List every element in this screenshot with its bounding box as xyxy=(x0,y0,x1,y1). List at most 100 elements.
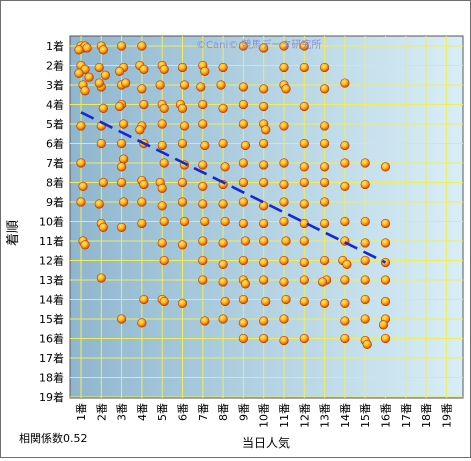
y-tick-label: 6着 xyxy=(46,137,64,151)
data-point xyxy=(317,277,328,287)
data-point xyxy=(299,177,309,188)
data-point xyxy=(137,84,147,94)
data-point xyxy=(238,99,248,110)
data-point xyxy=(279,121,289,131)
x-tick-label: 4番 xyxy=(136,403,149,421)
data-point xyxy=(360,238,370,248)
data-point xyxy=(116,162,127,172)
data-point xyxy=(238,218,248,229)
data-point xyxy=(177,62,188,73)
x-tick-label: 19番 xyxy=(440,403,453,428)
data-point xyxy=(380,218,391,229)
data-point xyxy=(299,101,309,112)
data-point xyxy=(157,119,167,129)
data-points xyxy=(74,41,391,349)
data-point xyxy=(119,154,129,164)
data-point xyxy=(216,80,226,90)
data-point xyxy=(157,201,167,211)
data-point xyxy=(159,296,169,307)
data-point xyxy=(177,177,188,188)
data-point xyxy=(299,333,309,344)
data-point xyxy=(114,101,125,112)
data-point xyxy=(240,279,251,289)
data-point xyxy=(198,255,208,266)
data-point xyxy=(281,84,291,94)
data-point xyxy=(261,125,271,135)
data-point xyxy=(259,275,269,285)
data-point xyxy=(238,333,248,344)
data-point xyxy=(380,333,391,344)
data-point xyxy=(380,162,391,172)
y-tick-label: 19着 xyxy=(39,390,64,404)
data-point xyxy=(159,103,169,113)
data-point xyxy=(200,140,210,151)
data-point xyxy=(198,99,208,110)
data-point xyxy=(218,238,228,248)
data-point xyxy=(84,72,94,82)
data-point xyxy=(362,339,372,349)
data-point xyxy=(119,119,129,129)
data-point xyxy=(76,197,86,207)
data-point xyxy=(360,216,370,227)
data-point xyxy=(177,138,188,149)
data-point xyxy=(177,197,188,207)
data-point xyxy=(279,158,289,168)
data-point xyxy=(259,201,269,211)
data-point xyxy=(259,218,269,229)
data-point xyxy=(261,296,271,307)
y-tick-label: 3着 xyxy=(46,78,64,92)
x-tick-label: 7番 xyxy=(197,403,210,421)
data-point xyxy=(119,197,129,207)
data-point xyxy=(137,41,147,51)
data-point xyxy=(259,43,269,53)
data-point xyxy=(340,140,350,151)
data-point xyxy=(238,119,248,129)
y-tick-label: 9着 xyxy=(46,195,64,209)
data-point xyxy=(137,218,147,229)
data-point xyxy=(360,179,370,190)
data-point xyxy=(139,179,149,190)
data-point xyxy=(218,199,228,209)
y-tick-label: 5着 xyxy=(46,117,64,131)
data-point xyxy=(76,158,86,168)
data-point xyxy=(139,99,149,110)
y-tick-label: 8着 xyxy=(46,176,64,190)
data-point xyxy=(200,216,210,227)
data-point xyxy=(218,62,228,73)
x-axis-label: 当日人気 xyxy=(242,435,290,450)
y-tick-label: 11着 xyxy=(39,234,64,248)
data-point xyxy=(279,335,289,346)
y-axis-label: 着順 xyxy=(5,220,21,246)
x-tick-label: 18番 xyxy=(420,403,433,428)
x-tick-label: 9番 xyxy=(237,403,250,421)
x-tick-label: 12番 xyxy=(298,403,311,428)
data-point xyxy=(198,119,208,129)
data-point xyxy=(320,197,330,207)
data-point xyxy=(279,41,289,51)
data-point xyxy=(159,216,169,227)
y-tick-label: 13着 xyxy=(39,273,64,287)
data-point xyxy=(96,273,106,283)
data-point xyxy=(155,80,165,90)
data-point xyxy=(139,64,149,74)
y-tick-label: 16着 xyxy=(39,332,64,346)
y-tick-label: 10着 xyxy=(39,215,64,229)
data-point xyxy=(259,160,269,170)
data-point xyxy=(98,222,108,232)
data-point xyxy=(100,70,110,80)
data-point xyxy=(157,183,167,193)
data-point xyxy=(82,43,92,53)
y-tick-label: 4着 xyxy=(46,98,64,112)
data-point xyxy=(380,238,391,248)
x-tick-labels: 1番 2番 3番 4番 5番 6番 7番 8番 9番 10番 11番 12番 13番 14番 15番 16番 1… xyxy=(75,403,453,428)
data-point xyxy=(135,125,145,135)
data-point xyxy=(74,68,84,78)
data-point xyxy=(299,199,309,209)
data-point xyxy=(200,316,210,326)
watermark-text: ©Cani© 競馬データ研究所 xyxy=(196,38,321,51)
data-point xyxy=(279,216,289,227)
data-point xyxy=(299,62,309,73)
data-point xyxy=(114,66,125,76)
data-point xyxy=(360,314,370,324)
